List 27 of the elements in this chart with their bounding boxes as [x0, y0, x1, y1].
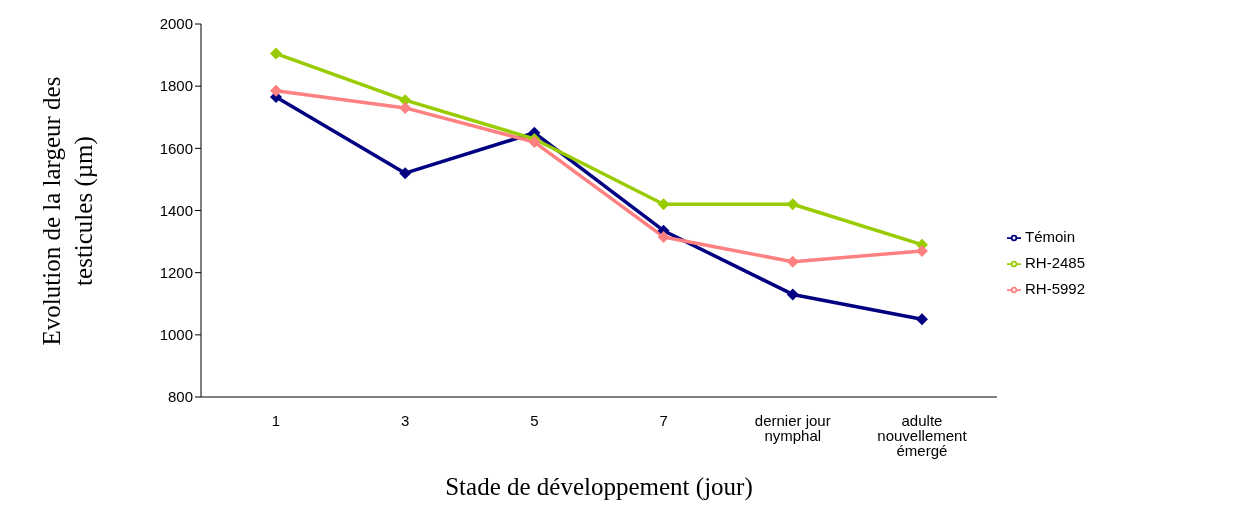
point [399, 167, 412, 180]
x-tick-label: 5 [530, 411, 539, 429]
point [786, 288, 799, 301]
y-axis-title: Evolution de la largeur des testicules (µm) [37, 75, 98, 347]
point [657, 198, 670, 211]
legend-label: Témoin [1024, 227, 1075, 245]
x-tick-label: 1 [271, 411, 281, 429]
y-tick-label: 1600 [159, 139, 193, 157]
y-tick-label: 800 [167, 388, 193, 406]
legend-label: RH-2485 [1024, 253, 1085, 271]
y-tick-label: 1000 [159, 326, 193, 344]
x-tick-label: dernier jour nymphal [754, 411, 831, 444]
point [915, 313, 928, 326]
x-tick-label: adulte nouvellement émergé [877, 411, 968, 459]
y-tick-label: 1200 [159, 263, 193, 281]
point [270, 84, 282, 97]
legend-label: RH-5992 [1024, 279, 1085, 297]
point [270, 47, 282, 60]
y-tick-label: 1800 [159, 77, 193, 95]
x-axis-title: Stade de développement (jour) [445, 472, 753, 501]
point [786, 255, 799, 268]
y-tick-label: 1400 [159, 201, 193, 219]
point [399, 101, 412, 114]
y-tick-label: 2000 [159, 15, 193, 33]
x-tick-label: 3 [401, 411, 410, 429]
point [657, 230, 670, 243]
x-tick-label: 7 [659, 411, 668, 429]
